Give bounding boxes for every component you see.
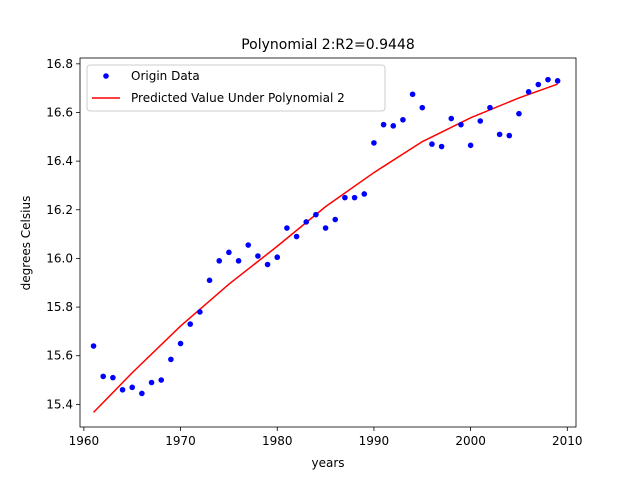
y-tick-label: 15.4 — [46, 397, 73, 411]
x-tick-label: 1960 — [69, 434, 100, 448]
y-tick-label: 16.0 — [46, 251, 73, 265]
data-point — [303, 219, 310, 225]
y-tick-label: 16.8 — [46, 57, 73, 71]
data-point — [506, 132, 513, 139]
legend: Origin Data Predicted Value Under Polyno… — [86, 64, 386, 112]
data-point — [438, 143, 445, 150]
plot-area — [90, 76, 561, 413]
data-point — [390, 123, 397, 129]
data-point — [448, 115, 455, 122]
legend-label-origin-data: Origin Data — [131, 69, 200, 83]
data-point — [284, 225, 290, 231]
data-point — [419, 104, 426, 111]
data-point — [487, 104, 493, 111]
data-point — [371, 140, 377, 146]
axes: 1960 1970 1980 1990 2000 2010 15.4 15.6 15.8 16.0… — [46, 57, 582, 448]
data-point — [409, 91, 416, 98]
data-point — [380, 121, 387, 128]
data-point — [400, 116, 406, 123]
data-point — [110, 374, 116, 381]
data-point — [361, 191, 368, 197]
data-point — [293, 233, 300, 240]
y-tick-label: 16.6 — [46, 105, 73, 119]
data-point — [496, 131, 503, 138]
x-tick-label: 1980 — [262, 434, 293, 448]
data-point — [119, 386, 126, 393]
data-point — [264, 261, 271, 268]
data-point — [332, 216, 339, 223]
x-tick-label: 1990 — [359, 434, 390, 448]
data-point — [235, 258, 242, 264]
x-tick-label: 2010 — [552, 434, 583, 448]
data-point — [245, 242, 252, 248]
legend-box — [86, 64, 386, 112]
data-point — [477, 118, 484, 124]
data-point — [322, 225, 329, 231]
data-point — [90, 343, 97, 349]
data-point — [158, 377, 165, 383]
data-point — [467, 142, 474, 149]
predicted-line — [93, 83, 558, 413]
data-point — [177, 340, 184, 347]
data-point — [216, 258, 223, 264]
data-point — [535, 81, 542, 88]
data-point — [187, 321, 194, 327]
y-tick-label: 15.6 — [46, 349, 73, 363]
data-point — [274, 254, 281, 261]
x-axis-label: years — [311, 456, 344, 470]
x-tick-label: 1970 — [165, 434, 196, 448]
axes-frame — [79, 57, 577, 428]
y-axis-label: degrees Celsius — [19, 196, 33, 291]
data-point — [545, 76, 551, 83]
y-tick-label: 16.4 — [46, 154, 73, 168]
data-point — [197, 309, 203, 315]
data-point — [458, 121, 464, 128]
data-point — [206, 277, 213, 284]
data-point — [351, 194, 358, 201]
legend-marker-origin-data — [103, 73, 109, 79]
data-point — [226, 249, 232, 256]
data-point — [139, 390, 145, 397]
data-point — [525, 89, 532, 95]
x-tick-label: 2000 — [455, 434, 486, 448]
chart-title: Polynomial 2:R2=0.9448 — [241, 37, 415, 53]
data-point — [129, 384, 136, 391]
legend-label-predicted: Predicted Value Under Polynomial 2 — [131, 91, 345, 105]
data-point — [516, 110, 522, 117]
data-point — [554, 78, 561, 84]
data-point — [148, 379, 155, 386]
data-point — [429, 141, 435, 147]
y-tick-label: 16.2 — [46, 203, 73, 217]
y-tick-label: 15.8 — [46, 300, 73, 314]
data-point — [313, 211, 319, 218]
data-point — [255, 253, 261, 259]
data-point — [100, 373, 106, 380]
data-point — [168, 356, 174, 363]
data-point — [342, 194, 348, 201]
